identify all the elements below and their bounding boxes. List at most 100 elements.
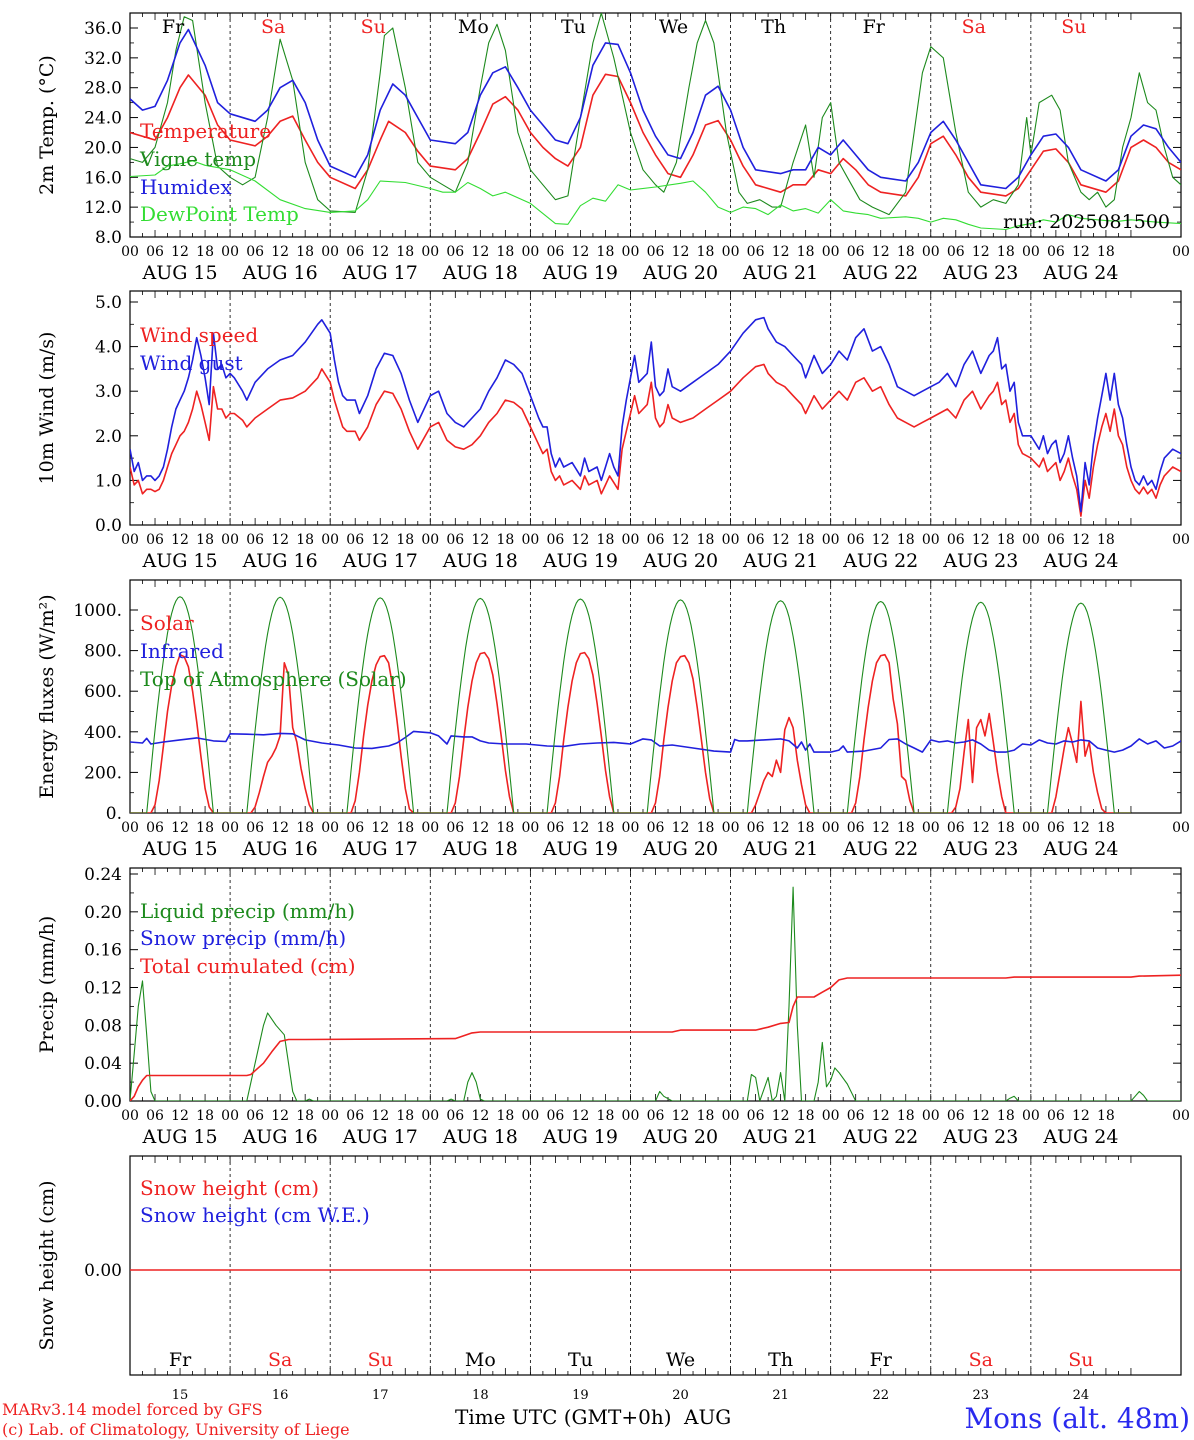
weekday-label: Su <box>1068 1349 1093 1371</box>
date-label: AUG 15 <box>141 262 217 284</box>
hour-tick-label: 06 <box>847 244 865 260</box>
hour-tick-label: 00 <box>1022 820 1040 836</box>
hour-tick-label: 12 <box>572 532 590 548</box>
series-line-dewpoint-temp <box>130 160 1181 231</box>
hour-tick-label: 06 <box>847 820 865 836</box>
hour-tick-label: 06 <box>246 532 264 548</box>
y-tick-label: 2.0 <box>95 427 122 447</box>
y-tick-label: 3.0 <box>95 382 122 402</box>
plot-frame <box>129 579 1182 814</box>
hour-tick-label: 12 <box>672 244 690 260</box>
hour-tick-label: 00 <box>521 532 539 548</box>
hour-tick-label: 06 <box>146 1108 164 1124</box>
hour-tick-label: 00 <box>1172 532 1190 548</box>
hour-tick-label: 06 <box>446 244 464 260</box>
legend-entry: Total cumulated (cm) <box>140 954 356 978</box>
hour-tick-label: 00 <box>321 820 339 836</box>
day-number-label: 24 <box>1073 1388 1090 1403</box>
date-label: AUG 23 <box>942 262 1018 284</box>
bottom-weekday-axis: 15 16 17 18 19 20 21 22 23 24 <box>172 1388 1089 1403</box>
weekday-label: Fr <box>870 1349 893 1371</box>
hour-tick-label: 18 <box>1097 820 1115 836</box>
hour-tick-label: 18 <box>597 532 615 548</box>
legend-entry: Liquid precip (mm/h) <box>140 899 355 923</box>
hour-tick-label: 00 <box>722 532 740 548</box>
hour-tick-label: 06 <box>947 532 965 548</box>
hour-tick-label: 00 <box>321 1108 339 1124</box>
hour-tick-label: 00 <box>1172 820 1190 836</box>
date-label: AUG 18 <box>442 550 518 572</box>
hour-tick-label: 18 <box>396 532 414 548</box>
date-label: AUG 23 <box>942 838 1018 860</box>
hour-tick-label: 00 <box>822 244 840 260</box>
hour-tick-label: 00 <box>622 1108 640 1124</box>
y-tick-label: 0.20 <box>84 903 122 923</box>
date-label: AUG 22 <box>842 1126 918 1148</box>
hour-tick-label: 00 <box>321 244 339 260</box>
model-credit: MARv3.14 model forced by GFS <box>2 1400 263 1419</box>
series-group <box>130 596 1181 813</box>
hour-tick-label: 00 <box>1172 244 1190 260</box>
date-label: AUG 20 <box>642 262 718 284</box>
day-number-label: 17 <box>372 1388 389 1403</box>
y-tick-label: 200. <box>84 763 122 783</box>
date-label: AUG 21 <box>742 1126 818 1148</box>
hour-tick-label: 00 <box>321 532 339 548</box>
hour-tick-label: 18 <box>296 820 314 836</box>
date-label: AUG 18 <box>442 1126 518 1148</box>
legend-entry: DewPoint Temp <box>140 202 299 226</box>
hour-tick-label: 18 <box>597 1108 615 1124</box>
hour-tick-label: 06 <box>546 532 564 548</box>
date-label: AUG 21 <box>742 262 818 284</box>
hour-tick-label: 00 <box>722 244 740 260</box>
hour-tick-label: 12 <box>1072 244 1090 260</box>
hour-tick-label: 00 <box>1022 532 1040 548</box>
weekday-label: Fr <box>169 1349 192 1371</box>
hour-tick-label: 06 <box>246 820 264 836</box>
hour-tick-label: 18 <box>1097 532 1115 548</box>
hour-tick-label: 00 <box>421 532 439 548</box>
hour-tick-label: 18 <box>997 244 1015 260</box>
hour-tick-label: 00 <box>722 1108 740 1124</box>
hour-tick-label: 12 <box>1072 532 1090 548</box>
hour-tick-label: 12 <box>572 244 590 260</box>
date-label: AUG 21 <box>742 550 818 572</box>
run-annotation: run: 2025081500 <box>1003 211 1170 233</box>
hour-tick-label: 18 <box>797 244 815 260</box>
y-tick-label: 0.00 <box>84 1261 122 1281</box>
y-tick-label: 0. <box>106 804 122 824</box>
legend-entry: Infrared <box>140 639 224 663</box>
weekday-label: Sa <box>268 1349 292 1371</box>
day-number-label: 16 <box>272 1388 289 1403</box>
hour-tick-label: 06 <box>847 1108 865 1124</box>
y-tick-label: 1.0 <box>95 471 122 491</box>
y-tick-label: 36.0 <box>84 19 122 39</box>
day-number-label: 23 <box>973 1388 990 1403</box>
hour-tick-label: 12 <box>471 244 489 260</box>
date-label: AUG 22 <box>842 838 918 860</box>
hour-tick-label: 06 <box>647 1108 665 1124</box>
hour-tick-label: 18 <box>697 532 715 548</box>
hour-tick-label: 18 <box>296 244 314 260</box>
day-number-label: 20 <box>672 1388 689 1403</box>
series-group <box>130 886 1181 1101</box>
hour-tick-label: 00 <box>421 820 439 836</box>
y-tick-label: 0.04 <box>84 1054 122 1074</box>
hour-tick-label: 12 <box>572 1108 590 1124</box>
hour-tick-label: 06 <box>647 244 665 260</box>
legend-entry: Snow height (cm) <box>140 1176 319 1200</box>
date-label: AUG 15 <box>141 550 217 572</box>
hour-tick-label: 18 <box>396 244 414 260</box>
y-tick-label: 1000. <box>73 601 122 621</box>
y-tick-label: 0.16 <box>84 941 122 961</box>
y-tick-label: 8.0 <box>95 228 122 248</box>
y-tick-label: 28.0 <box>84 79 122 99</box>
hour-tick-label: 00 <box>922 820 940 836</box>
plot-frame <box>129 290 1182 526</box>
hour-tick-label: 18 <box>196 1108 214 1124</box>
y-tick-label: 0.12 <box>84 979 122 999</box>
date-label: AUG 19 <box>542 838 618 860</box>
day-number-label: 15 <box>172 1388 189 1403</box>
